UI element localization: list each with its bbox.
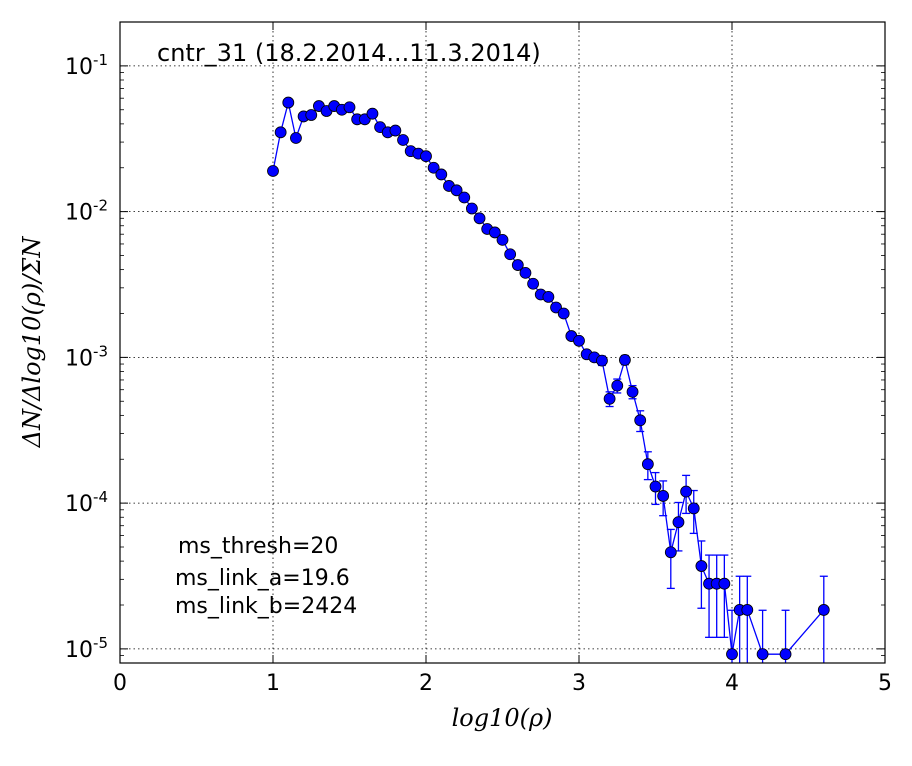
y-tick-label: 10-3 xyxy=(65,342,108,371)
y-tick-label: 10-2 xyxy=(65,197,108,226)
data-point xyxy=(619,354,631,366)
data-point xyxy=(389,124,402,137)
x-tick-label: 4 xyxy=(725,671,739,696)
annotation-ms-thresh: ms_thresh=20 xyxy=(178,534,338,559)
data-point xyxy=(603,392,616,405)
ticks-layer: 0 1 2 3 4 5 10-1 10-2 10-3 10-4 10-5 xyxy=(65,22,892,696)
data-point xyxy=(435,168,448,181)
data-point xyxy=(450,184,463,197)
data-point xyxy=(397,134,409,146)
x-tick-label: 3 xyxy=(572,671,586,696)
data-point xyxy=(366,107,379,120)
data-point xyxy=(488,226,501,239)
data-point xyxy=(817,604,830,616)
data-point xyxy=(473,212,486,225)
data-point xyxy=(274,126,287,139)
x-axis-label: log10(ρ) xyxy=(452,704,553,732)
data-point xyxy=(519,266,532,279)
data-point xyxy=(687,502,700,515)
data-point xyxy=(641,458,654,471)
data-point xyxy=(626,385,639,398)
data-point xyxy=(756,648,769,661)
data-point xyxy=(726,648,738,661)
data-point xyxy=(718,577,731,590)
data-point xyxy=(657,490,670,502)
data-point xyxy=(649,480,662,493)
annotation-ms-link-b: ms_link_b=2424 xyxy=(175,594,357,619)
y-tick-label: 10-4 xyxy=(65,488,108,517)
y-tick-label: 10-1 xyxy=(65,51,108,80)
y-axis-label: ΔN/Δlog10(ρ)/ΣN xyxy=(18,236,46,449)
data-point xyxy=(305,109,318,121)
data-point xyxy=(664,546,677,559)
data-point xyxy=(557,307,570,320)
data-point xyxy=(290,132,302,144)
data-point xyxy=(611,379,624,392)
y-tick-label: 10-5 xyxy=(65,634,108,663)
chart-title: cntr_31 (18.2.2014...11.3.2014) xyxy=(157,39,541,67)
x-tick-label: 1 xyxy=(266,671,280,696)
data-point xyxy=(779,648,792,661)
data-point xyxy=(672,516,685,529)
data-point xyxy=(427,161,440,174)
data-point xyxy=(527,277,539,290)
data-point xyxy=(496,233,509,246)
data-layer xyxy=(267,96,830,663)
x-tick-label: 2 xyxy=(419,671,433,696)
annotation-ms-link-a: ms_link_a=19.6 xyxy=(175,566,350,591)
data-point xyxy=(343,101,356,114)
data-point xyxy=(504,248,517,261)
data-point xyxy=(282,96,295,109)
data-point xyxy=(680,485,692,498)
data-point xyxy=(741,604,754,616)
data-point xyxy=(458,191,471,204)
x-tick-label: 5 xyxy=(878,671,892,696)
data-point xyxy=(420,150,432,163)
plot-frame xyxy=(119,21,886,664)
data-point xyxy=(542,290,555,303)
data-point xyxy=(695,560,708,572)
data-point xyxy=(465,202,478,215)
data-point xyxy=(634,414,647,427)
x-tick-label: 0 xyxy=(113,671,127,696)
data-point xyxy=(596,354,608,367)
data-point xyxy=(267,165,279,177)
data-point xyxy=(573,334,585,347)
data-point xyxy=(511,259,524,271)
